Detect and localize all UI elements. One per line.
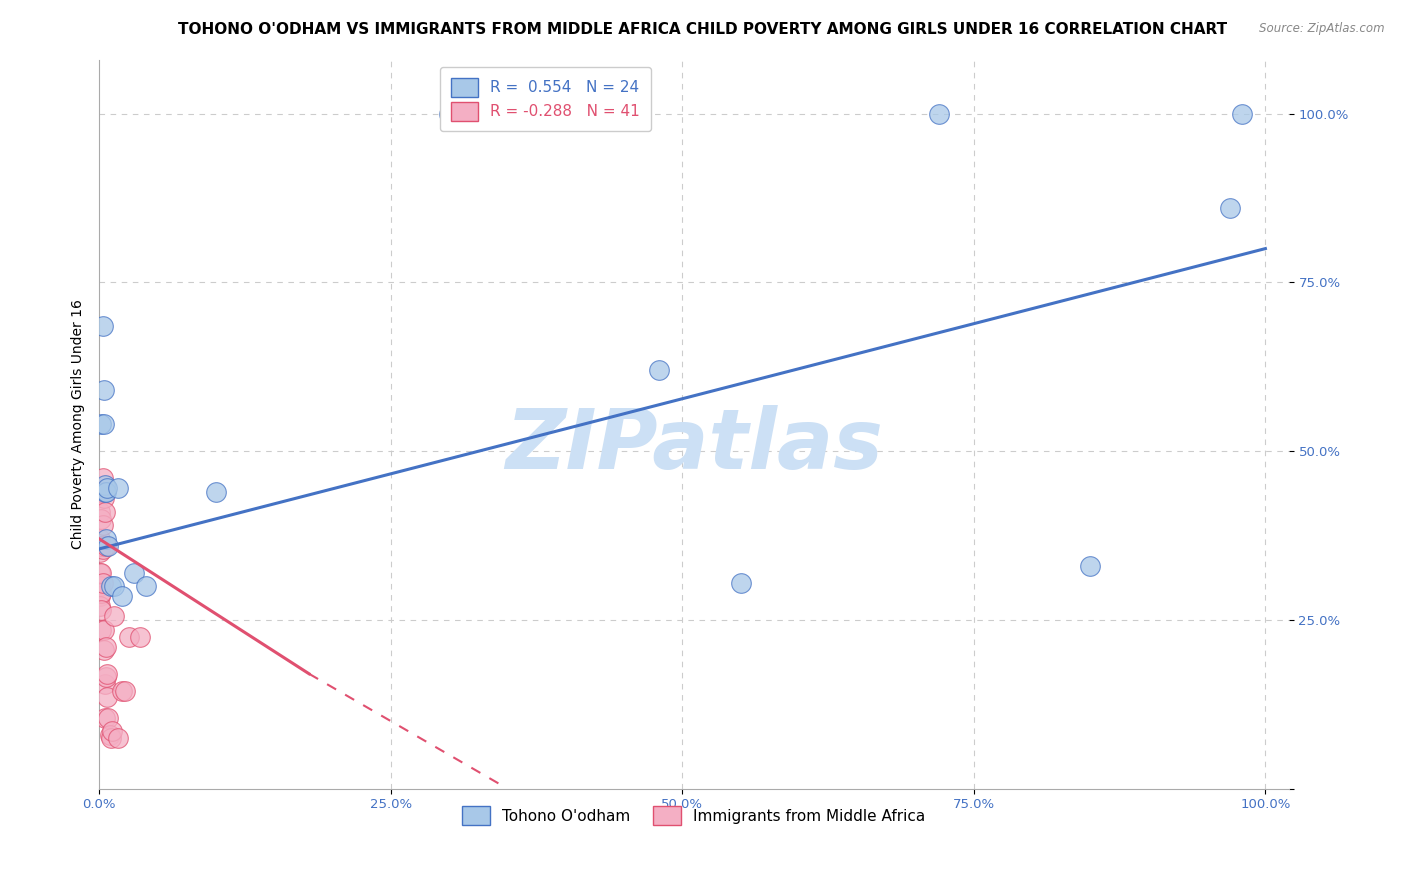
Point	[730, 575, 752, 590]
Point	[93, 417, 115, 431]
Point	[93, 643, 115, 657]
Point	[91, 541, 114, 556]
Point	[94, 539, 117, 553]
Point	[98, 727, 121, 741]
Point	[94, 484, 117, 499]
Point	[91, 471, 114, 485]
Point	[90, 623, 112, 637]
Point	[111, 589, 134, 603]
Point	[101, 724, 124, 739]
Point	[89, 566, 111, 580]
Point	[89, 589, 111, 603]
Point	[93, 384, 115, 398]
Point	[94, 484, 117, 499]
Point	[437, 106, 460, 120]
Point	[90, 566, 112, 580]
Point	[135, 579, 157, 593]
Point	[90, 602, 112, 616]
Point	[103, 609, 125, 624]
Point	[91, 319, 114, 334]
Point	[100, 579, 122, 593]
Point	[94, 711, 117, 725]
Point	[96, 666, 118, 681]
Point	[90, 511, 112, 525]
Point	[97, 539, 120, 553]
Point	[1219, 201, 1241, 215]
Point	[1080, 558, 1102, 573]
Point	[129, 630, 152, 644]
Point	[94, 532, 117, 546]
Point	[90, 484, 112, 499]
Point	[100, 731, 122, 745]
Point	[118, 630, 141, 644]
Point	[89, 599, 111, 614]
Point	[90, 586, 112, 600]
Point	[204, 484, 226, 499]
Point	[107, 731, 129, 745]
Point	[94, 640, 117, 654]
Point	[648, 363, 671, 377]
Point	[93, 491, 115, 506]
Point	[89, 532, 111, 546]
Point	[96, 690, 118, 705]
Point	[89, 484, 111, 499]
Point	[114, 683, 136, 698]
Point	[94, 677, 117, 691]
Point	[91, 575, 114, 590]
Point	[97, 711, 120, 725]
Point	[89, 579, 111, 593]
Point	[122, 566, 145, 580]
Text: TOHONO O'ODHAM VS IMMIGRANTS FROM MIDDLE AFRICA CHILD POVERTY AMONG GIRLS UNDER : TOHONO O'ODHAM VS IMMIGRANTS FROM MIDDLE…	[179, 22, 1227, 37]
Point	[94, 505, 117, 519]
Text: Source: ZipAtlas.com: Source: ZipAtlas.com	[1260, 22, 1385, 36]
Point	[1230, 106, 1253, 120]
Point	[89, 545, 111, 559]
Point	[107, 481, 129, 495]
Point	[91, 484, 114, 499]
Y-axis label: Child Poverty Among Girls Under 16: Child Poverty Among Girls Under 16	[72, 299, 86, 549]
Point	[96, 481, 118, 495]
Legend: Tohono O'odham, Immigrants from Middle Africa: Tohono O'odham, Immigrants from Middle A…	[451, 796, 936, 836]
Point	[93, 623, 115, 637]
Point	[89, 505, 111, 519]
Point	[928, 106, 950, 120]
Point	[90, 539, 112, 553]
Point	[94, 670, 117, 684]
Text: ZIPatlas: ZIPatlas	[505, 406, 883, 486]
Point	[90, 417, 112, 431]
Point	[103, 579, 125, 593]
Point	[111, 683, 134, 698]
Point	[91, 518, 114, 533]
Point	[94, 478, 117, 492]
